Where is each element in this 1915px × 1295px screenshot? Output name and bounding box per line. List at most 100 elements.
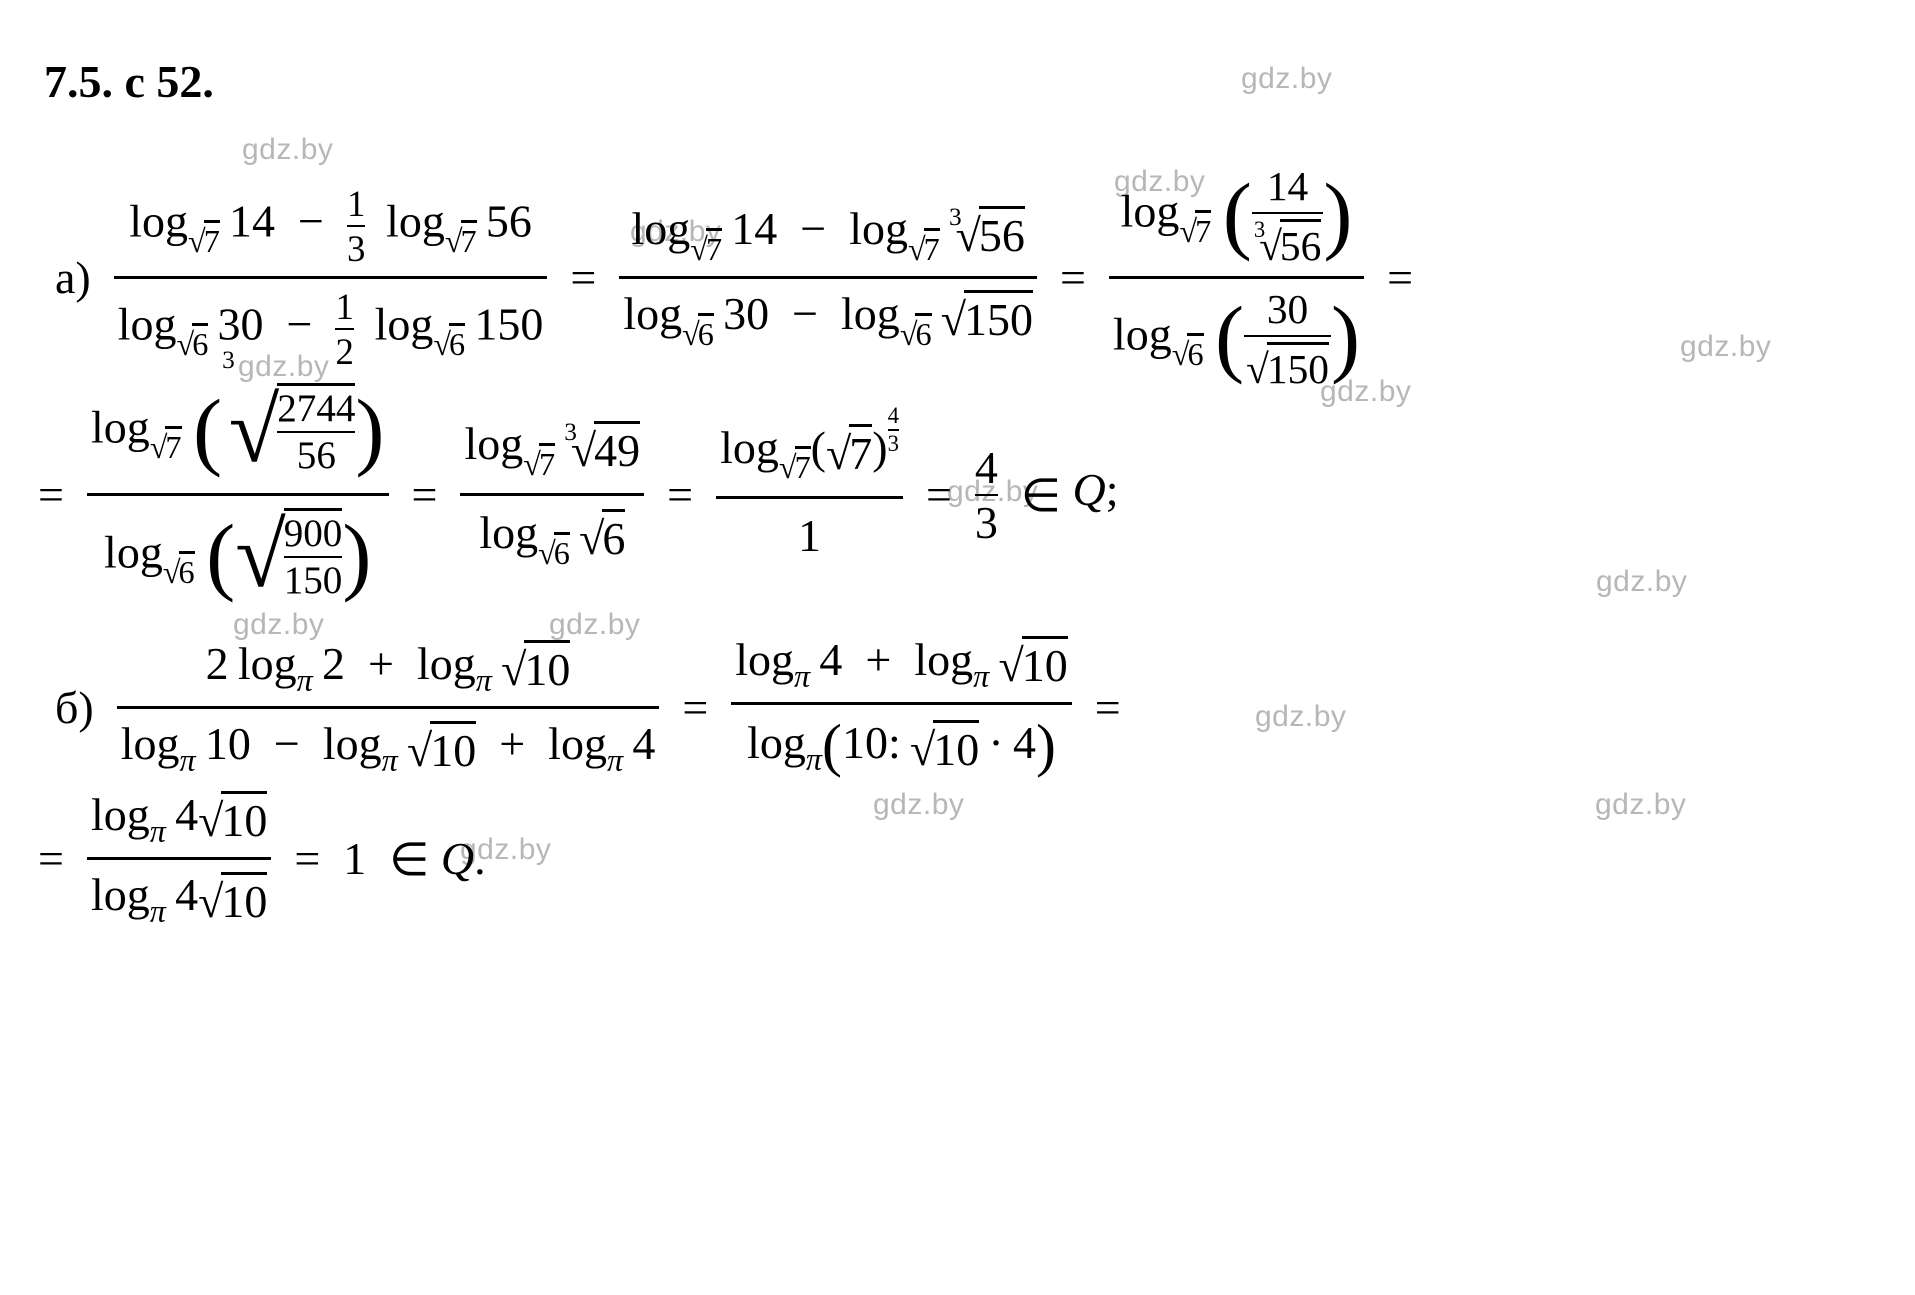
value: 10 [842,717,888,768]
lparen: ( [1223,163,1252,264]
fraction: logπ 4√10 logπ 4√10 [87,780,271,938]
equals: = [38,832,64,885]
sqrt-icon: √ [826,427,851,480]
fraction: log√7 14 − 13 log√7 56 log√6 30 − 12 log… [114,176,548,379]
radicand: 6 [698,313,714,353]
in-symbol: ∈ [389,832,429,886]
watermark: gdz.by [1595,788,1686,822]
set-Q: Q [441,832,474,885]
equals: = [1095,681,1121,734]
sqrt-icon: √ [235,502,286,608]
sqrt-icon: √ [198,875,223,928]
watermark: gdz.by [1241,62,1332,96]
value: 2744 [277,386,355,433]
equals: = [570,251,596,304]
value: 150 [284,558,343,603]
sqrt-icon: √ [999,639,1024,692]
log: log [91,789,150,840]
minus: − [298,196,324,247]
radicand: 7 [539,443,555,483]
pi: π [476,661,492,697]
exercise-heading: 7.5. с 52. [44,55,214,108]
equals: = [926,468,952,521]
rparen: ) [872,422,887,473]
fraction: logπ 4 + logπ √10 logπ(10: √10 · 4) [731,625,1071,790]
value: 4 [175,869,198,920]
radicand: 56 [979,206,1025,262]
pi: π [973,657,989,693]
log: log [386,196,445,247]
value: 56 [277,433,355,478]
value: 4 [819,634,842,685]
math-line-b1: б) 2 logπ 2 + logπ √10 logπ 10 − logπ √1… [55,625,1121,790]
root-index: 3 [564,418,577,447]
log: log [914,634,973,685]
value: 30 [1244,285,1331,337]
rparen: ) [342,504,371,605]
radicand: 10 [430,721,476,777]
radicand: 6 [554,532,570,572]
radicand: 150 [1267,342,1329,393]
radicand: 7 [924,228,940,268]
pi: π [150,812,166,848]
lparen: ( [1215,286,1244,387]
log: log [841,288,900,339]
radicand: 10 [221,872,267,928]
sqrt-icon: √ [407,724,432,777]
minus: − [287,299,313,350]
set-Q: Q [1072,464,1105,515]
radicand: 6 [915,313,931,353]
equals: = [1387,251,1413,304]
value: 4 [888,403,899,431]
equals: = [38,468,64,521]
value: 3 [347,227,365,270]
watermark: gdz.by [1596,565,1687,599]
radicand: 7 [1195,210,1211,250]
root-index: 3 [949,203,962,232]
log: log [548,718,607,769]
log: log [479,507,538,558]
value: 2 [335,330,353,373]
part-label-a: а) [55,251,91,304]
log: log [631,203,690,254]
watermark: gdz.by [873,788,964,822]
math-line-b2: = logπ 4√10 logπ 4√10 = 1 ∈ Q. [38,780,486,938]
value: 1 [335,285,353,330]
value: 900 [284,511,343,558]
log: log [735,634,794,685]
radicand: 10 [221,791,267,847]
watermark: gdz.by [1680,330,1771,364]
in-symbol: ∈ [1021,468,1061,522]
radicand: 6 [179,551,195,591]
log: log [91,869,150,920]
fraction: log√7 (143√56) log√6 (30√150) [1109,160,1364,395]
value: 4 [1013,717,1036,768]
pi: π [794,657,810,693]
math-line-a2: = log√7 (3√274456) log√6 (√900150) = log… [38,375,1118,614]
root-index: 3 [1254,217,1265,243]
value: 3 [888,431,899,457]
log: log [464,418,523,469]
radicand: 10 [524,640,570,696]
log: log [129,196,188,247]
lparen: ( [206,504,235,605]
radicand: 150 [964,290,1033,346]
fraction: 2 logπ 2 + logπ √10 logπ 10 − logπ √10 +… [117,629,660,787]
pi: π [607,741,623,777]
pi: π [180,741,196,777]
math-line-a1: а) log√7 14 − 13 log√7 56 log√6 30 − 12 … [55,160,1413,395]
radicand: 49 [594,421,640,477]
rparen: ) [1036,711,1056,780]
sqrt-icon: √ [229,377,280,483]
value: 3 [975,496,998,549]
pi: π [150,893,166,929]
sqrt-icon: √ [910,723,935,776]
sqrt-icon: √ [579,512,604,565]
colon: : [888,717,901,768]
watermark: gdz.by [1255,700,1346,734]
pi: π [297,661,313,697]
value: 1 [343,832,366,885]
sqrt-icon: √ [198,794,223,847]
radicand: 10 [1022,636,1068,692]
radicand: 7 [204,220,220,260]
